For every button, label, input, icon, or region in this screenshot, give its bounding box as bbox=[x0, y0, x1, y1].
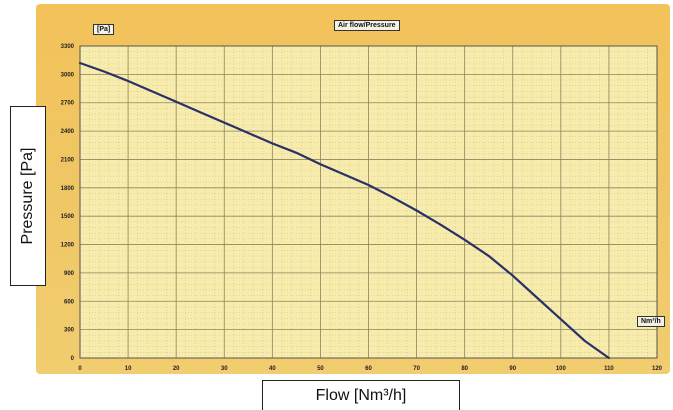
y-tick-label: 1200 bbox=[61, 243, 75, 249]
y-axis-label-box: Pressure [Pa] bbox=[10, 106, 46, 286]
y-tick-label: 300 bbox=[64, 328, 75, 334]
x-tick-label: 60 bbox=[365, 366, 372, 372]
y-tick-label: 600 bbox=[64, 299, 75, 305]
y-axis-label: Pressure [Pa] bbox=[19, 147, 36, 245]
y-tick-label: 2700 bbox=[61, 101, 75, 107]
plot-border bbox=[79, 45, 658, 359]
x-tick-label: 30 bbox=[221, 366, 228, 372]
series-line-airflow-pressure bbox=[78, 61, 611, 360]
y-tick-label: 1800 bbox=[61, 186, 75, 192]
x-tick-label: 40 bbox=[269, 366, 276, 372]
x-tick-label: 110 bbox=[604, 366, 614, 372]
y-tick-label: 2400 bbox=[61, 129, 75, 135]
x-tick-label: 10 bbox=[125, 366, 132, 372]
x-tick-label: 70 bbox=[413, 366, 420, 372]
y-tick-label: 900 bbox=[64, 271, 75, 277]
x-unit-tag: Nm³/h bbox=[637, 316, 665, 327]
x-tick-label: 20 bbox=[173, 366, 180, 372]
x-tick-label: 120 bbox=[652, 366, 663, 372]
y-unit-tag: [Pa] bbox=[93, 24, 115, 35]
x-tick-label: 90 bbox=[509, 366, 516, 372]
x-tick-label: 50 bbox=[317, 366, 324, 372]
x-tick-label: 80 bbox=[461, 366, 468, 372]
x-tick-label: 0 bbox=[78, 366, 82, 372]
y-tick-label: 3300 bbox=[61, 44, 75, 50]
y-tick-label: 3000 bbox=[61, 72, 75, 78]
y-tick-label: 2100 bbox=[61, 157, 75, 163]
y-tick-label: 0 bbox=[71, 356, 75, 362]
chart-title: Air flow/Pressure bbox=[334, 20, 400, 31]
y-tick-label: 1500 bbox=[61, 214, 75, 220]
x-axis-label: Flow [Nm³/h] bbox=[262, 380, 460, 410]
x-tick-label: 100 bbox=[556, 366, 567, 372]
